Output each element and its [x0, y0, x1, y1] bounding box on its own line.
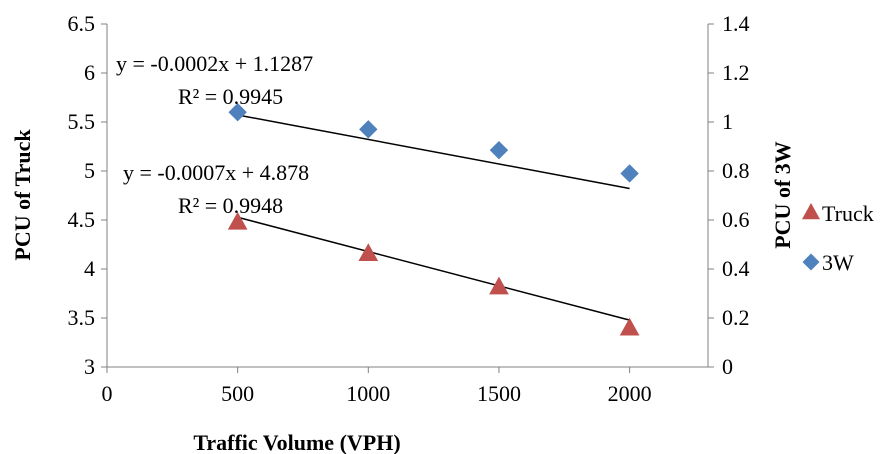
y2-tick-label: 0.6	[722, 207, 750, 232]
x-tick-label: 500	[221, 381, 254, 406]
trendline-3w	[237, 114, 630, 190]
left-axis-ticks: 3 3.5 4 4.5 5 5.5 6 6.5	[68, 11, 107, 379]
point-truck	[489, 276, 509, 295]
legend-truck-marker	[802, 203, 820, 220]
y-tick-label: 3	[84, 354, 95, 379]
trendline-3w-equation: y = -0.0002x + 1.1287	[116, 51, 313, 76]
x-tick-label: 1000	[346, 381, 390, 406]
legend-truck-label: Truck	[822, 201, 874, 226]
x-axis-title: Traffic Volume (VPH)	[193, 430, 400, 454]
y-axis-title: PCU of Truck	[10, 129, 35, 261]
y2-tick-label: 1.4	[722, 11, 750, 36]
y-tick-label: 6	[84, 60, 95, 85]
y-tick-label: 3.5	[68, 305, 96, 330]
point-truck	[619, 317, 640, 336]
data-markers	[227, 102, 640, 336]
y2-tick-label: 0.4	[722, 256, 750, 281]
y2-tick-label: 1	[722, 109, 733, 134]
x-axis-ticks: 0 500 1000 1500 2000	[102, 367, 652, 406]
plot-area: 3 3.5 4 4.5 5 5.5 6 6.5 0 0.2 0.4 0.6 0.8 1 1.2 1.4 0 5…	[68, 11, 750, 406]
y2-tick-label: 0.2	[722, 305, 750, 330]
y2-tick-label: 0.8	[722, 158, 750, 183]
y-tick-label: 4.5	[68, 207, 96, 232]
legend: Truck 3W	[802, 201, 874, 275]
y2-tick-label: 1.2	[722, 60, 750, 85]
y-tick-label: 4	[84, 256, 95, 281]
point-3w	[620, 164, 639, 183]
trendline-truck	[237, 216, 630, 321]
point-3w	[489, 140, 509, 160]
y-tick-label: 6.5	[68, 11, 96, 36]
y-tick-label: 5	[84, 158, 95, 183]
trendlines	[237, 114, 630, 321]
legend-3w-marker	[802, 253, 820, 271]
trendline-3w-r2: R² = 0.9945	[178, 84, 283, 109]
point-3w	[228, 102, 247, 122]
y2-tick-label: 0	[722, 354, 733, 379]
x-tick-label: 2000	[608, 381, 652, 406]
trendline-truck-r2: R² = 0.9948	[178, 193, 283, 218]
point-3w	[359, 120, 378, 139]
x-tick-label: 0	[102, 381, 113, 406]
x-tick-label: 1500	[477, 381, 521, 406]
right-axis-ticks: 0 0.2 0.4 0.6 0.8 1 1.2 1.4	[708, 11, 750, 379]
y-tick-label: 5.5	[68, 109, 96, 134]
y2-axis-title: PCU of 3W	[770, 141, 795, 249]
point-truck	[358, 243, 379, 262]
point-truck	[227, 211, 248, 230]
legend-3w-label: 3W	[822, 250, 854, 275]
trendline-truck-equation: y = -0.0007x + 4.878	[123, 160, 309, 185]
